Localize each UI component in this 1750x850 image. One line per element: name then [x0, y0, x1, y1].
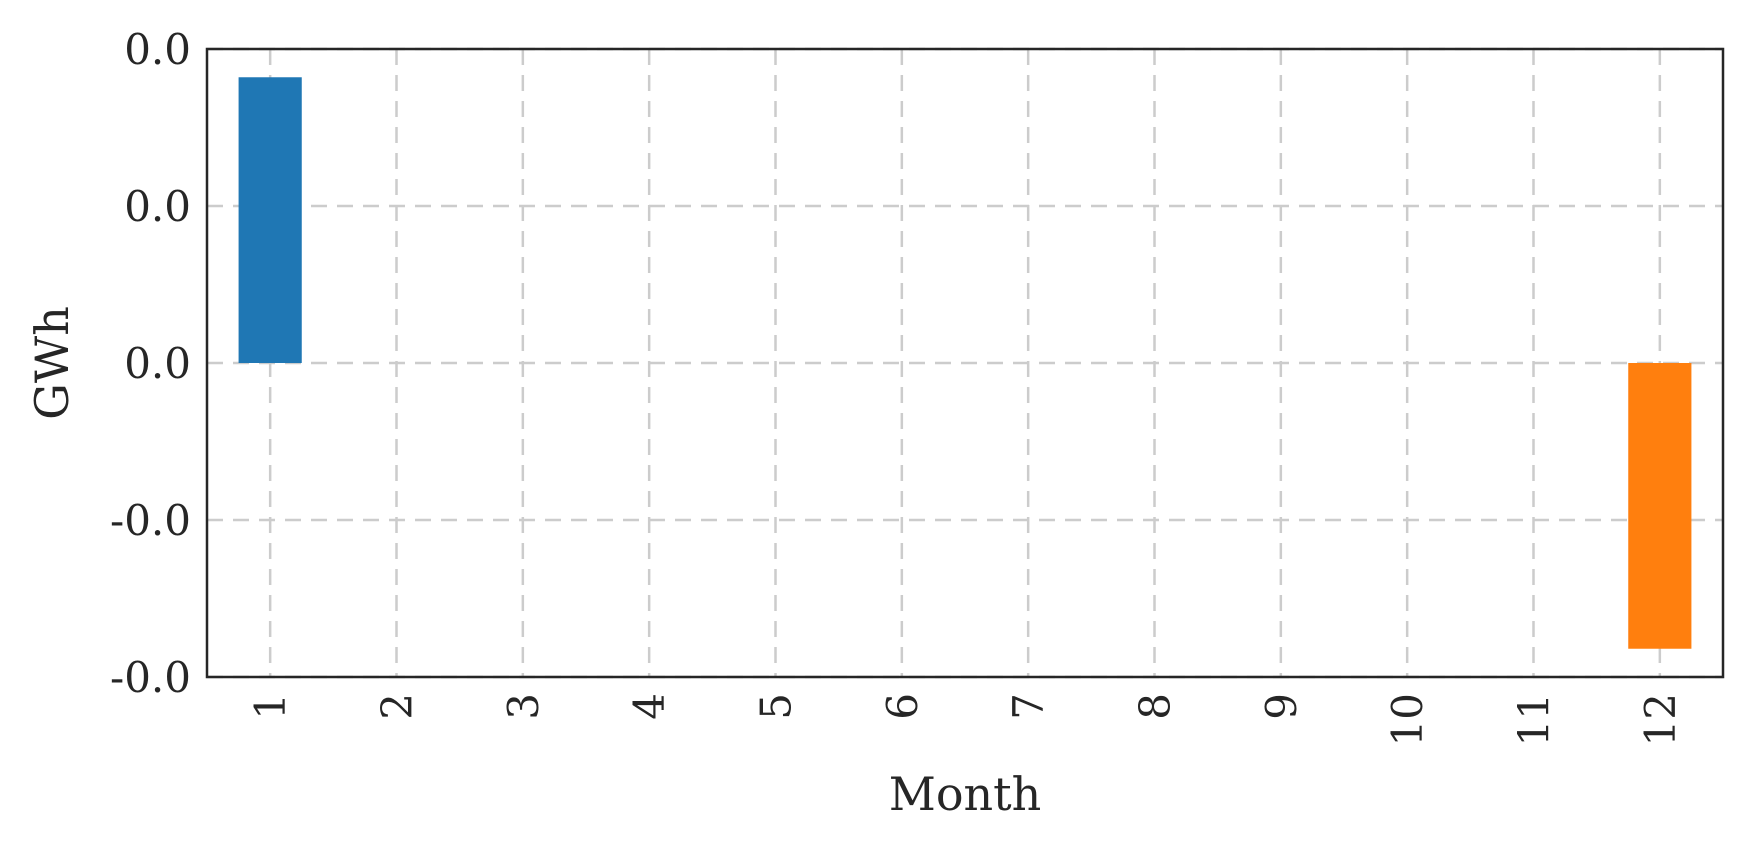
bar-month-12 — [1628, 363, 1692, 649]
x-axis-label: Month — [889, 767, 1042, 821]
x-tick-labels: 1 2 3 4 5 6 7 8 9 10 11 12 — [246, 693, 1685, 746]
x-tick-label: 4 — [625, 693, 674, 720]
bar-month-1 — [238, 77, 302, 363]
y-tick-label: 0.0 — [124, 182, 191, 231]
x-tick-label: 7 — [1004, 693, 1053, 720]
x-tick-label: 11 — [1510, 693, 1559, 746]
x-tick-label: 1 — [246, 693, 295, 720]
x-tick-label: 10 — [1383, 693, 1432, 746]
y-tick-label: -0.0 — [110, 653, 191, 702]
plot-frame — [205, 47, 1725, 679]
y-tick-label: 0.0 — [124, 339, 191, 388]
x-tick-label: 2 — [373, 693, 422, 720]
bars — [238, 77, 1692, 649]
x-tick-label: 9 — [1257, 693, 1306, 720]
x-tick-label: 12 — [1636, 693, 1685, 746]
x-tick-label: 6 — [878, 693, 927, 720]
grid-lines — [207, 47, 1723, 679]
y-tick-label: 0.0 — [124, 25, 191, 74]
y-axis-label: GWh — [25, 306, 79, 420]
x-tick-label: 8 — [1131, 693, 1180, 720]
x-tick-label: 5 — [752, 693, 801, 720]
y-tick-label: -0.0 — [110, 496, 191, 545]
y-tick-labels: -0.0 -0.0 0.0 0.0 0.0 — [110, 25, 191, 702]
x-tick-label: 3 — [499, 693, 548, 720]
